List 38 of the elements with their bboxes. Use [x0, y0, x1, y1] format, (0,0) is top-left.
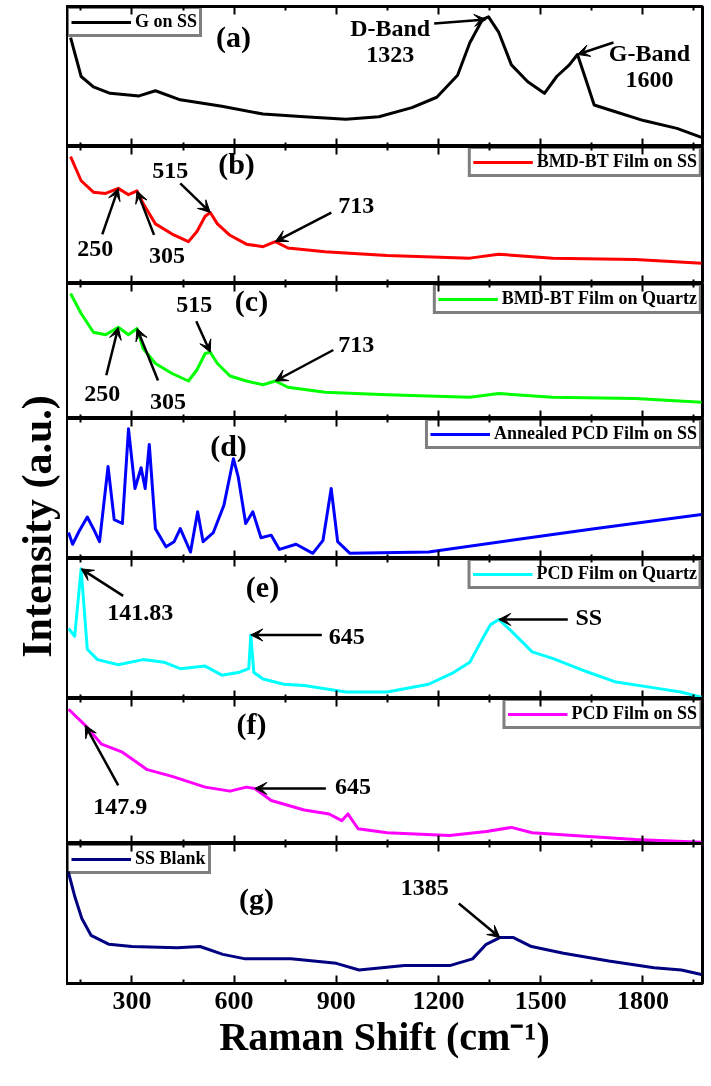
- annotation: 250: [77, 234, 114, 261]
- annotation: 515: [176, 290, 213, 317]
- legend-label: PCD Film on SS: [571, 703, 697, 724]
- x-axis-title: Raman Shift (cm⁻¹): [219, 1013, 550, 1059]
- annotation: 713: [338, 192, 375, 219]
- legend-label: BMD-BT Film on Quartz: [501, 288, 697, 309]
- legend-label: BMD-BT Film on SS: [536, 151, 697, 172]
- x-tick-label: 1200: [412, 985, 465, 1015]
- annotation: 515: [152, 156, 189, 183]
- annotation: D-Band 1323: [350, 15, 431, 68]
- annotation: 305: [150, 388, 187, 414]
- annotation: (b): [218, 147, 255, 181]
- annotation: (g): [239, 882, 274, 916]
- annotation: 141.83: [107, 599, 174, 626]
- annotation: (d): [210, 429, 247, 463]
- annotation: (e): [245, 570, 280, 604]
- annotation: 713: [338, 330, 375, 357]
- annotation: (a): [216, 20, 251, 54]
- x-tick-label: 1500: [514, 985, 567, 1015]
- legend-label: SS Blank: [135, 848, 206, 869]
- x-tick-label: 300: [112, 985, 152, 1015]
- x-tick-label: 900: [316, 985, 356, 1015]
- annotation: 645: [334, 772, 371, 799]
- annotation: G-Band 1600: [608, 40, 691, 93]
- legend-label: G on SS: [135, 11, 198, 32]
- x-tick-label: 600: [214, 985, 254, 1015]
- x-tick-label: 1800: [616, 985, 669, 1015]
- annotation: 250: [84, 379, 121, 406]
- annotation: 147.9: [93, 792, 148, 819]
- legend-label: PCD Film on Quartz: [536, 563, 697, 584]
- annotation: (c): [234, 284, 269, 318]
- annotation: 305: [149, 242, 186, 269]
- annotation: 645: [328, 623, 365, 650]
- annotation: (f): [236, 707, 267, 741]
- annotation: 1385: [400, 874, 449, 901]
- legend-label: Annealed PCD Film on SS: [493, 423, 697, 444]
- annotation: SS: [575, 604, 603, 631]
- y-axis-title: Intensity (a.u.): [13, 395, 61, 658]
